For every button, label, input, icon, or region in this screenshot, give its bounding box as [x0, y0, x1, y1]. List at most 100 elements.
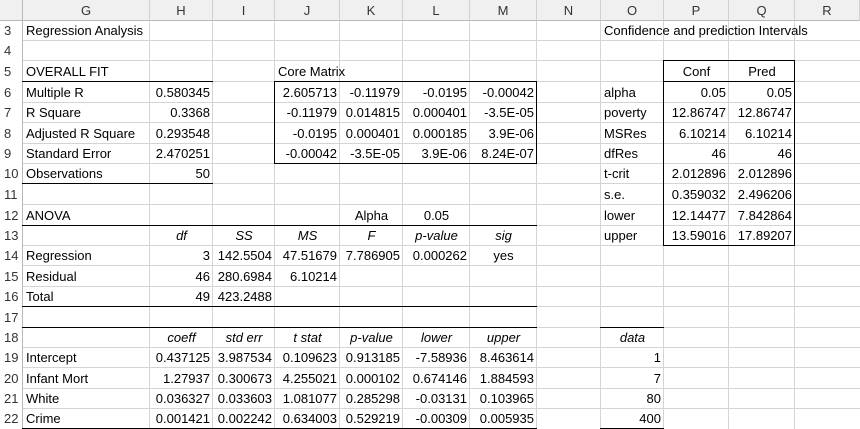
column-header-i[interactable]: I: [213, 0, 275, 21]
row-gridline: [23, 204, 860, 205]
row-header-8[interactable]: 8: [4, 126, 12, 141]
interval-row-name: poverty: [604, 105, 647, 120]
column-header-o[interactable]: O: [601, 0, 664, 21]
core-matrix-cell: 0.000401: [412, 105, 467, 120]
coefficient-cell: -0.03131: [415, 391, 467, 406]
anova-row-name: Total: [26, 289, 54, 304]
overall-fit-value: 0.580345: [155, 85, 210, 100]
interval-conf-value: 6.10214: [679, 126, 726, 141]
alpha-value: 0.05: [423, 208, 450, 223]
row-header-7[interactable]: 7: [4, 105, 12, 120]
row-header-14[interactable]: 14: [4, 248, 19, 263]
core-matrix-cell: 8.24E-07: [481, 146, 534, 161]
core-matrix-cell: 0.014815: [345, 105, 400, 120]
overall-fit-value: 0.293548: [155, 126, 210, 141]
column-header-h[interactable]: H: [150, 0, 213, 21]
anova-cell: 423.2488: [217, 289, 272, 304]
data-value: 1: [653, 350, 661, 365]
column-header-j[interactable]: J: [275, 0, 340, 21]
regression-analysis-title: Regression Analysis: [26, 23, 144, 38]
data-value: 400: [639, 411, 661, 426]
row-header-12[interactable]: 12: [4, 208, 19, 223]
intervals-title: Confidence and prediction Intervals: [604, 23, 808, 38]
column-header-n[interactable]: N: [537, 0, 601, 21]
data-label: data: [619, 330, 646, 345]
anova-header: F: [367, 228, 376, 243]
select-all-corner[interactable]: [0, 0, 23, 21]
overall-fit-name: Adjusted R Square: [26, 126, 136, 141]
row-header-16[interactable]: 16: [4, 289, 19, 304]
coefficient-cell: 0.913185: [345, 350, 400, 365]
row-header-5[interactable]: 5: [4, 64, 12, 79]
column-header-g[interactable]: G: [23, 0, 150, 21]
coefficient-row-name: White: [26, 391, 60, 406]
interval-pred-value: 6.10214: [745, 126, 792, 141]
anova-cell: [275, 287, 340, 307]
core-matrix-cell: -0.0195: [292, 126, 337, 141]
coefficients-header: upper: [486, 330, 521, 345]
core-matrix-cell: -3.5E-05: [350, 146, 400, 161]
interval-conf-value: 46: [711, 146, 726, 161]
row-header-6[interactable]: 6: [4, 85, 12, 100]
interval-pred-value: 2.496206: [737, 187, 792, 202]
interval-conf-value: 12.14477: [671, 208, 726, 223]
interval-pred-value: 17.89207: [737, 228, 792, 243]
row-header-22[interactable]: 22: [4, 411, 19, 426]
column-header-q[interactable]: Q: [729, 0, 795, 21]
row-header-10[interactable]: 10: [4, 166, 19, 181]
row-header-15[interactable]: 15: [4, 269, 19, 284]
interval-pred-value: 12.86747: [737, 105, 792, 120]
anova-row-name: Residual: [26, 269, 77, 284]
row-gridline: [23, 183, 860, 184]
column-header-m[interactable]: M: [470, 0, 537, 21]
coefficient-cell: 1.27937: [163, 371, 210, 386]
anova-cell: 280.6984: [217, 269, 272, 284]
coefficient-row-name: Crime: [26, 411, 61, 426]
core-matrix-label: Core Matrix: [278, 64, 346, 79]
row-header-13[interactable]: 13: [4, 228, 19, 243]
row-gridline: [23, 408, 860, 409]
core-matrix-cell: 3.9E-06: [488, 126, 534, 141]
column-header-p[interactable]: P: [664, 0, 729, 21]
anova-cell: [403, 287, 470, 307]
row-header-20[interactable]: 20: [4, 371, 19, 386]
coefficient-cell: 0.674146: [412, 371, 467, 386]
row-header-9[interactable]: 9: [4, 146, 12, 161]
core-matrix-cell: 0.000401: [345, 126, 400, 141]
row-gridline: [23, 286, 860, 287]
core-matrix-cell: 0.000185: [412, 126, 467, 141]
overall-fit-name: R Square: [26, 105, 81, 120]
anova-header: SS: [235, 228, 253, 243]
coefficient-cell: 0.437125: [155, 350, 210, 365]
coefficient-cell: 3.987534: [217, 350, 272, 365]
anova-cell: [340, 266, 403, 287]
row-gridline: [23, 60, 860, 61]
row-header-18[interactable]: 18: [4, 330, 19, 345]
anova-cell: 46: [195, 269, 210, 284]
row-header-19[interactable]: 19: [4, 350, 19, 365]
row-gridline: [23, 388, 860, 389]
column-header-l[interactable]: L: [403, 0, 470, 21]
interval-header: Conf: [682, 64, 711, 79]
row-header-4[interactable]: 4: [4, 43, 12, 58]
row-header-11[interactable]: 11: [4, 187, 18, 202]
overall-fit-name: Observations: [26, 166, 103, 181]
interval-row-name: s.e.: [604, 187, 625, 202]
interval-pred-value: 2.012896: [737, 166, 792, 181]
interval-conf-value: 2.012896: [671, 166, 726, 181]
coefficient-cell: 0.036327: [155, 391, 210, 406]
row-header-17[interactable]: 17: [4, 310, 19, 325]
column-header-k[interactable]: K: [340, 0, 403, 21]
row-header-3[interactable]: 3: [4, 23, 12, 38]
coefficient-cell: 0.000102: [345, 371, 400, 386]
column-header-r[interactable]: R: [795, 0, 860, 21]
coefficient-cell: 8.463614: [479, 350, 534, 365]
overall-fit-label: OVERALL FIT: [26, 64, 109, 79]
interval-row-name: t-crit: [604, 166, 630, 181]
row-header-21[interactable]: 21: [4, 391, 19, 406]
anova-header: sig: [495, 228, 512, 243]
interval-row-name: lower: [604, 208, 636, 223]
coefficient-cell: 0.285298: [345, 391, 400, 406]
row-gridline: [23, 367, 860, 368]
